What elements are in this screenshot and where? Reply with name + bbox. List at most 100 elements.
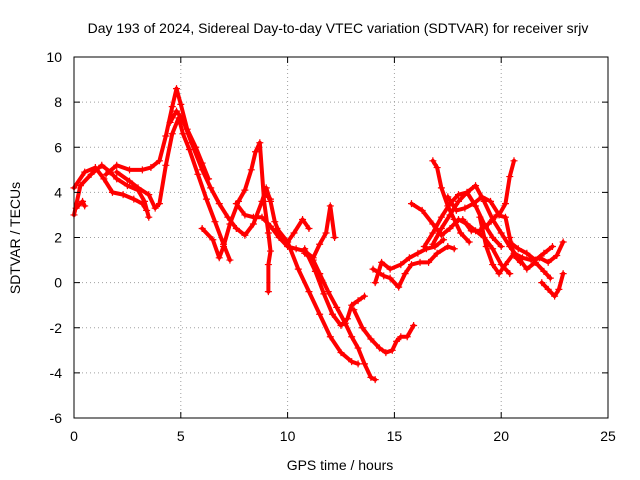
data-point bbox=[367, 373, 375, 381]
y-tick-label: -6 bbox=[50, 410, 63, 426]
data-point bbox=[380, 272, 388, 280]
data-point bbox=[444, 193, 452, 201]
data-point bbox=[454, 191, 462, 199]
data-point bbox=[354, 360, 362, 368]
data-point bbox=[516, 258, 524, 266]
data-point bbox=[322, 229, 330, 237]
data-point bbox=[123, 182, 131, 190]
series-sat-m bbox=[301, 249, 326, 284]
data-point bbox=[256, 139, 264, 147]
data-point bbox=[273, 224, 281, 232]
data-point bbox=[403, 333, 411, 341]
series-trace bbox=[445, 158, 517, 217]
data-point bbox=[76, 182, 84, 190]
data-point bbox=[369, 265, 377, 273]
data-point bbox=[194, 170, 202, 178]
data-point bbox=[155, 200, 163, 208]
series-sat-p bbox=[371, 236, 448, 287]
data-point bbox=[247, 166, 255, 174]
data-point bbox=[179, 116, 187, 124]
data-point bbox=[506, 238, 514, 246]
data-point bbox=[523, 249, 531, 257]
data-point bbox=[446, 211, 454, 219]
data-point bbox=[179, 130, 187, 138]
series-sat-y bbox=[538, 270, 567, 300]
data-point bbox=[559, 238, 567, 246]
data-point bbox=[420, 243, 428, 251]
data-point bbox=[226, 256, 234, 264]
series-sat-x bbox=[506, 238, 556, 264]
x-tick-label: 10 bbox=[280, 428, 296, 444]
data-point bbox=[337, 349, 345, 357]
data-point bbox=[209, 236, 217, 244]
data-point bbox=[407, 200, 415, 208]
y-axis-label: SDTVAR / TECUs bbox=[7, 182, 23, 294]
data-point bbox=[333, 303, 341, 311]
data-point bbox=[162, 132, 170, 140]
data-point bbox=[134, 184, 142, 192]
data-point bbox=[501, 261, 509, 269]
data-point bbox=[211, 218, 219, 226]
x-tick-label: 5 bbox=[177, 428, 185, 444]
data-point bbox=[264, 261, 272, 269]
data-point bbox=[275, 234, 283, 241]
data-point bbox=[378, 258, 386, 266]
data-point bbox=[519, 254, 527, 262]
series-trace bbox=[422, 190, 504, 249]
data-point bbox=[465, 238, 473, 246]
y-tick-label: 0 bbox=[54, 275, 62, 291]
data-point bbox=[215, 254, 223, 262]
plot-area bbox=[70, 85, 567, 384]
data-point bbox=[429, 220, 437, 228]
data-point bbox=[98, 161, 106, 169]
data-point bbox=[264, 229, 272, 237]
axes-frame bbox=[73, 56, 609, 419]
data-point bbox=[425, 258, 433, 266]
data-point bbox=[119, 191, 127, 199]
data-point bbox=[388, 346, 396, 354]
data-point bbox=[262, 191, 270, 199]
data-point bbox=[341, 319, 349, 327]
data-point bbox=[241, 186, 249, 194]
data-point bbox=[397, 261, 405, 269]
data-point bbox=[418, 206, 426, 214]
data-point bbox=[252, 148, 260, 156]
data-point bbox=[177, 100, 185, 108]
data-point bbox=[331, 234, 339, 241]
data-point bbox=[450, 245, 458, 253]
data-point bbox=[538, 279, 546, 287]
series-sat-i bbox=[262, 191, 275, 203]
data-point bbox=[145, 191, 153, 199]
data-point bbox=[501, 200, 509, 208]
data-point bbox=[309, 256, 317, 264]
data-point bbox=[523, 265, 531, 273]
chart-title: Day 193 of 2024, Sidereal Day-to-day VTE… bbox=[88, 20, 589, 36]
data-point bbox=[138, 200, 146, 208]
data-point bbox=[299, 215, 307, 223]
series-trace bbox=[114, 115, 232, 263]
data-point bbox=[316, 240, 324, 248]
data-point bbox=[126, 166, 134, 174]
series-sat-g bbox=[198, 139, 275, 296]
series-trace bbox=[507, 240, 555, 263]
data-point bbox=[316, 310, 324, 318]
data-point bbox=[187, 139, 195, 147]
data-point bbox=[397, 333, 405, 341]
series-trace bbox=[539, 271, 566, 299]
y-tick-label: 10 bbox=[46, 49, 62, 65]
data-point bbox=[551, 292, 559, 300]
data-point bbox=[429, 240, 437, 248]
data-point bbox=[100, 175, 108, 183]
data-point bbox=[348, 333, 356, 341]
data-point bbox=[510, 249, 518, 257]
data-point bbox=[375, 344, 383, 352]
data-point bbox=[215, 200, 223, 208]
data-point bbox=[155, 157, 163, 165]
data-point bbox=[267, 222, 275, 230]
gridlines bbox=[74, 57, 608, 418]
data-point bbox=[185, 146, 193, 154]
data-point bbox=[166, 118, 174, 126]
data-point bbox=[260, 197, 268, 205]
data-point bbox=[497, 229, 505, 237]
